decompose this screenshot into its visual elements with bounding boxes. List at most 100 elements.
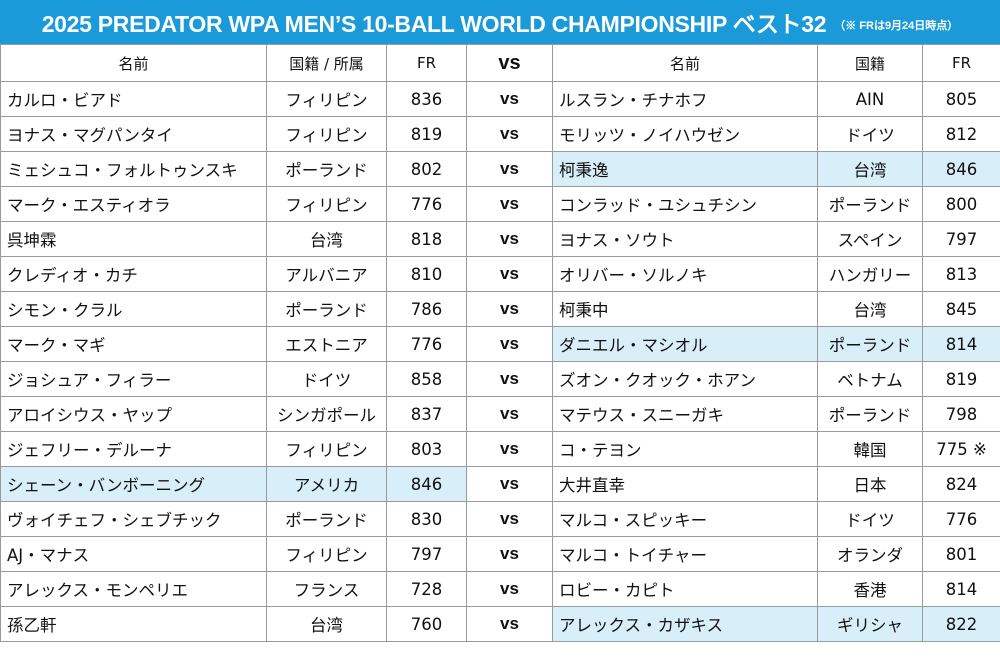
vs-label: vs [466, 81, 553, 117]
right-player-country: スペイン [817, 221, 923, 257]
right-player-fr: 813 [922, 256, 1000, 292]
match-row: マーク・マギ エストニア 776 vs ダニエル・マシオル ポーランド 814 [0, 326, 1000, 362]
right-player-name: コンラッド・ユシュチシン [552, 186, 818, 222]
right-player-name: マルコ・トイチャー [552, 536, 818, 572]
match-row: ジェフリー・デルーナ フィリピン 803 vs コ・テヨン 韓国 775 ※ [0, 431, 1000, 467]
right-player-name: マルコ・スピッキー [552, 501, 818, 537]
left-player-name: アロイシウス・ヤップ [0, 396, 267, 432]
left-player-fr: 803 [386, 431, 467, 467]
col-header-left-name: 名前 [0, 44, 267, 82]
right-player-fr: 797 [922, 221, 1000, 257]
vs-label: vs [466, 256, 553, 292]
page-title: 2025 PREDATOR WPA MEN’S 10-BALL WORLD CH… [41, 11, 827, 37]
right-player-fr: 846 [922, 151, 1000, 187]
vs-label: vs [466, 466, 553, 502]
right-player-fr: 775 ※ [922, 431, 1000, 467]
vs-label: vs [466, 116, 553, 152]
left-player-country: フィリピン [266, 536, 387, 572]
right-player-country: ポーランド [817, 186, 923, 222]
left-player-fr: 836 [386, 81, 467, 117]
vs-label: vs [466, 151, 553, 187]
left-player-fr: 818 [386, 221, 467, 257]
vs-label: vs [466, 606, 553, 642]
left-player-name: ヴォイチェフ・シェブチック [0, 501, 267, 537]
vs-label: vs [466, 431, 553, 467]
left-player-fr: 837 [386, 396, 467, 432]
left-player-fr: 858 [386, 361, 467, 397]
left-player-country: ポーランド [266, 501, 387, 537]
bracket-table: 名前 国籍 / 所属 FR vs 名前 国籍 FR カルロ・ビアド フィリピン 83… [0, 44, 1000, 642]
vs-label: vs [466, 361, 553, 397]
match-row: アレックス・モンペリエ フランス 728 vs ロビー・カピト 香港 814 [0, 571, 1000, 607]
left-player-name: ミェシュコ・フォルトゥンスキ [0, 151, 267, 187]
right-player-country: ポーランド [817, 396, 923, 432]
right-player-country: ギリシャ [817, 606, 923, 642]
right-player-fr: 814 [922, 571, 1000, 607]
left-player-name: アレックス・モンペリエ [0, 571, 267, 607]
match-row: クレディオ・カチ アルバニア 810 vs オリバー・ソルノキ ハンガリー 813 [0, 256, 1000, 292]
left-player-country: エストニア [266, 326, 387, 362]
left-player-fr: 776 [386, 326, 467, 362]
vs-label: vs [466, 326, 553, 362]
left-player-name: クレディオ・カチ [0, 256, 267, 292]
right-player-fr: 812 [922, 116, 1000, 152]
right-player-fr: 800 [922, 186, 1000, 222]
left-player-country: 台湾 [266, 221, 387, 257]
left-player-fr: 830 [386, 501, 467, 537]
left-player-fr: 776 [386, 186, 467, 222]
right-player-name: モリッツ・ノイハウゼン [552, 116, 818, 152]
left-player-fr: 802 [386, 151, 467, 187]
left-player-country: 台湾 [266, 606, 387, 642]
left-player-country: ポーランド [266, 291, 387, 327]
right-player-name: ロビー・カピト [552, 571, 818, 607]
right-player-fr: 805 [922, 81, 1000, 117]
match-row: AJ・マナス フィリピン 797 vs マルコ・トイチャー オランダ 801 [0, 536, 1000, 572]
vs-label: vs [466, 221, 553, 257]
match-row: マーク・エスティオラ フィリピン 776 vs コンラッド・ユシュチシン ポーランド 800 [0, 186, 1000, 222]
left-player-name: マーク・エスティオラ [0, 186, 267, 222]
match-row: シモン・クラル ポーランド 786 vs 柯秉中 台湾 845 [0, 291, 1000, 327]
match-row: シェーン・バンボーニング アメリカ 846 vs 大井直幸 日本 824 [0, 466, 1000, 502]
left-player-name: シモン・クラル [0, 291, 267, 327]
col-header-right-name: 名前 [552, 44, 818, 82]
left-player-fr: 810 [386, 256, 467, 292]
header-row: 名前 国籍 / 所属 FR vs 名前 国籍 FR [0, 44, 1000, 82]
left-player-fr: 846 [386, 466, 467, 502]
left-player-name: マーク・マギ [0, 326, 267, 362]
left-player-name: ジェフリー・デルーナ [0, 431, 267, 467]
right-player-country: 香港 [817, 571, 923, 607]
right-player-fr: 798 [922, 396, 1000, 432]
left-player-country: ポーランド [266, 151, 387, 187]
left-player-country: アルバニア [266, 256, 387, 292]
match-row: ジョシュア・フィラー ドイツ 858 vs ズオン・クオック・ホアン ベトナム 819 [0, 361, 1000, 397]
right-player-name: 柯秉中 [552, 291, 818, 327]
right-player-name: ヨナス・ソウト [552, 221, 818, 257]
right-player-name: マテウス・スニーガキ [552, 396, 818, 432]
match-row: カルロ・ビアド フィリピン 836 vs ルスラン・チナホフ AIN 805 [0, 81, 1000, 117]
right-player-name: コ・テヨン [552, 431, 818, 467]
right-player-country: オランダ [817, 536, 923, 572]
left-player-fr: 797 [386, 536, 467, 572]
right-player-country: ドイツ [817, 116, 923, 152]
left-player-country: フィリピン [266, 431, 387, 467]
left-player-name: ヨナス・マグパンタイ [0, 116, 267, 152]
right-player-fr: 814 [922, 326, 1000, 362]
vs-label: vs [466, 291, 553, 327]
left-player-country: フィリピン [266, 186, 387, 222]
match-row: 呉坤霖 台湾 818 vs ヨナス・ソウト スペイン 797 [0, 221, 1000, 257]
match-row: アロイシウス・ヤップ シンガポール 837 vs マテウス・スニーガキ ポーランド 798 [0, 396, 1000, 432]
right-player-name: ルスラン・チナホフ [552, 81, 818, 117]
right-player-name: 大井直幸 [552, 466, 818, 502]
left-player-name: カルロ・ビアド [0, 81, 267, 117]
col-header-right-fr: FR [922, 44, 1000, 82]
vs-label: vs [466, 536, 553, 572]
col-header-right-country: 国籍 [817, 44, 923, 82]
match-rows: カルロ・ビアド フィリピン 836 vs ルスラン・チナホフ AIN 805 ヨナス・マグパン… [0, 81, 1000, 642]
vs-label: vs [466, 186, 553, 222]
left-player-country: フランス [266, 571, 387, 607]
left-player-name: 孫乙軒 [0, 606, 267, 642]
right-player-fr: 819 [922, 361, 1000, 397]
right-player-fr: 801 [922, 536, 1000, 572]
right-player-country: 日本 [817, 466, 923, 502]
right-player-name: 柯秉逸 [552, 151, 818, 187]
